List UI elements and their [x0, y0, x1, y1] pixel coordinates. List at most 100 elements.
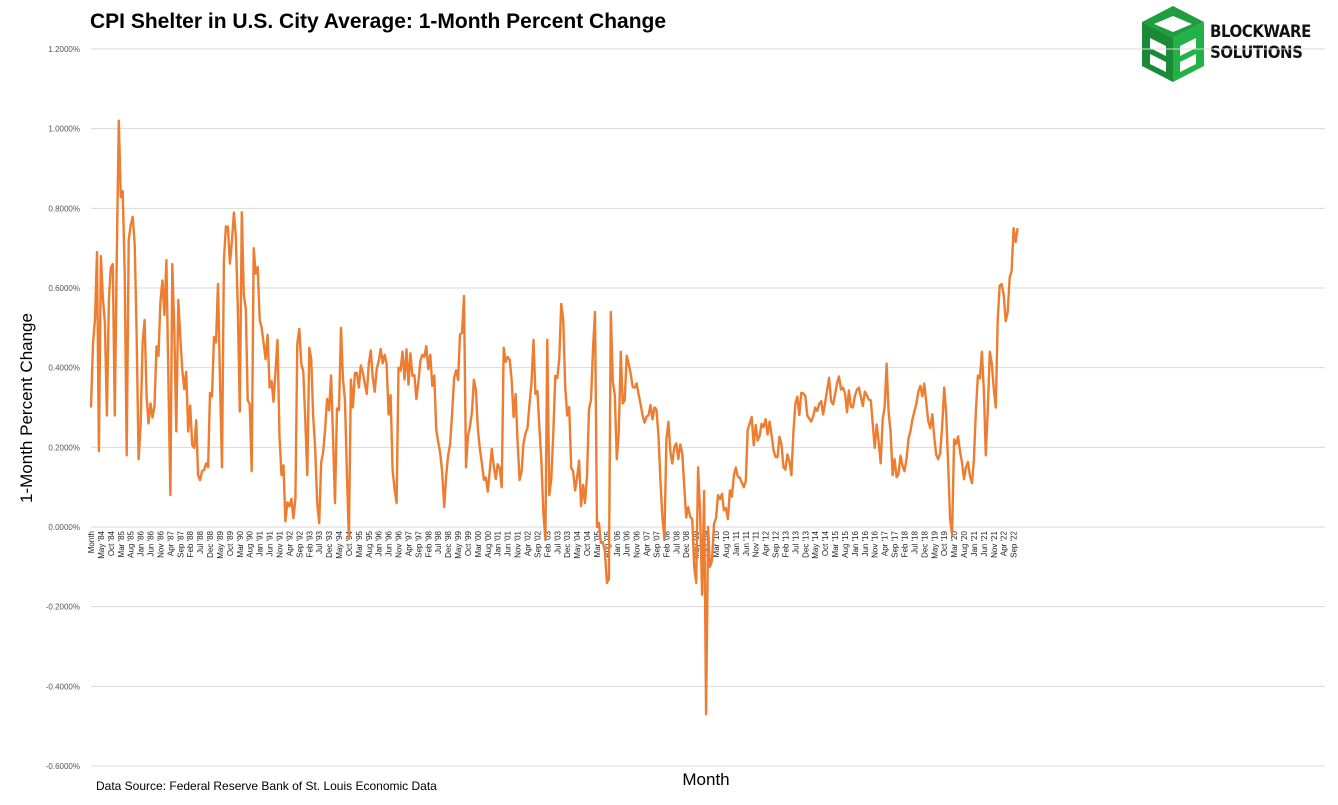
- x-tick-label: Nov '01: [514, 530, 523, 557]
- x-tick-label: Mar '95: [355, 530, 364, 557]
- x-tick-label: Jun '11: [742, 530, 751, 556]
- chart-title: CPI Shelter in U.S. City Average: 1-Mont…: [90, 10, 667, 33]
- x-tick-label: Mar '10: [712, 530, 721, 557]
- x-tick-label: Jun '86: [147, 530, 156, 556]
- x-tick-label: Jun '06: [623, 530, 632, 556]
- y-tick-label: 0.2000%: [48, 443, 80, 452]
- x-tick-label: Sep '92: [295, 530, 304, 557]
- x-tick-label: Apr '02: [524, 530, 533, 556]
- x-tick-label: Sep '22: [1010, 530, 1019, 557]
- x-tick-label: Feb '03: [543, 530, 552, 557]
- logo-text: BLOCKWARE SOLUTIONS: [1210, 22, 1311, 64]
- x-tick-label: Sep '97: [414, 530, 423, 557]
- x-tick-label: Jan '16: [851, 530, 860, 556]
- x-tick-label: Apr '87: [166, 530, 175, 556]
- logo-mark-icon: [1142, 6, 1204, 82]
- x-tick-label: Sep '02: [533, 530, 542, 557]
- x-tick-label: Aug '15: [841, 530, 850, 557]
- x-tick-label: Apr '17: [881, 530, 890, 556]
- y-tick-label: 0.4000%: [48, 364, 80, 373]
- x-tick-label: Nov '11: [752, 530, 761, 557]
- x-tick-label: Feb '13: [781, 530, 790, 557]
- x-tick-label: Jul '88: [196, 530, 205, 553]
- x-tick-label: Nov '06: [633, 530, 642, 557]
- x-tick-label: Jun '96: [385, 530, 394, 556]
- y-tick-label: 0.0000%: [48, 523, 80, 532]
- x-tick-label: Feb '08: [662, 530, 671, 557]
- x-tick-label: Oct '04: [583, 530, 592, 556]
- x-tick-label: Jan '21: [970, 530, 979, 556]
- x-tick-label: Apr '07: [643, 530, 652, 556]
- x-tick-label: Jun '91: [266, 530, 275, 556]
- x-tick-label: Feb '88: [186, 530, 195, 557]
- x-tick-label: Aug '00: [484, 530, 493, 557]
- x-tick-label: Apr '22: [1000, 530, 1009, 556]
- blockware-logo: BLOCKWARE SOLUTIONS: [1138, 4, 1318, 84]
- y-tick-label: 0.8000%: [48, 204, 80, 213]
- x-tick-label: Jul '13: [791, 530, 800, 553]
- x-tick-label: Nov '91: [276, 530, 285, 557]
- x-tick-label: Jun '16: [861, 530, 870, 556]
- x-tick-label: Oct '14: [821, 530, 830, 556]
- y-axis-label: 1-Month Percent Change: [17, 313, 36, 503]
- x-tick-label: Jan '06: [613, 530, 622, 556]
- x-tick-label: May '94: [335, 530, 344, 558]
- x-tick-label: Aug '05: [603, 530, 612, 557]
- x-tick-label: Jul '98: [434, 530, 443, 553]
- x-tick-label: Sep '17: [891, 530, 900, 557]
- x-tick-label: Nov '86: [156, 530, 165, 557]
- x-tick-label: May '99: [454, 530, 463, 558]
- x-tick-label: Month: [87, 531, 96, 553]
- x-tick-label: Jan '11: [732, 530, 741, 556]
- x-tick-label: Oct '99: [464, 530, 473, 556]
- x-tick-label: Dec '08: [682, 530, 691, 557]
- x-tick-label: Apr '12: [762, 530, 771, 556]
- x-tick-label: Dec '18: [920, 530, 929, 557]
- logo-line-1: BLOCKWARE: [1210, 22, 1311, 42]
- x-tick-label: Oct '89: [226, 530, 235, 556]
- x-tick-label: Oct '84: [107, 530, 116, 556]
- x-tick-label: Jan '86: [137, 530, 146, 556]
- x-tick-label: May '14: [811, 530, 820, 558]
- x-tick-label: Jun '01: [504, 530, 513, 556]
- x-tick-label: Dec '13: [801, 530, 810, 557]
- x-tick-label: May '89: [216, 530, 225, 558]
- x-tick-label: Jan '01: [494, 530, 503, 556]
- x-tick-label: Dec '88: [206, 530, 215, 557]
- y-tick-label: 1.2000%: [48, 45, 80, 54]
- x-tick-label: Jul '08: [672, 530, 681, 553]
- x-tick-label: Feb '18: [901, 530, 910, 557]
- x-tick-label: Nov '21: [990, 530, 999, 557]
- x-tick-label: Mar '85: [117, 530, 126, 557]
- x-tick-label: Nov '96: [395, 530, 404, 557]
- x-tick-label: Aug '95: [365, 530, 374, 557]
- y-tick-label: -0.6000%: [46, 762, 80, 771]
- x-tick-label: Dec '93: [325, 530, 334, 557]
- series-line: [89, 119, 1019, 716]
- y-tick-label: -0.4000%: [46, 682, 80, 691]
- x-tick-label: Apr '97: [405, 530, 414, 556]
- x-tick-label: Nov '16: [871, 530, 880, 557]
- data-source-note: Data Source: Federal Reserve Bank of St.…: [96, 779, 437, 793]
- x-tick-label: Jul '18: [910, 530, 919, 553]
- x-tick-label: Feb '98: [424, 530, 433, 557]
- x-tick-label: Jan '96: [375, 530, 384, 556]
- x-tick-label: Mar '05: [593, 530, 602, 557]
- x-tick-label: Oct '09: [702, 530, 711, 556]
- logo-line-2: SOLUTIONS: [1210, 43, 1303, 63]
- x-tick-label: Apr '92: [285, 530, 294, 556]
- x-tick-label: Dec '98: [444, 530, 453, 557]
- x-tick-label: Aug '10: [722, 530, 731, 557]
- x-tick-label: Sep '07: [653, 530, 662, 557]
- x-tick-label: May '04: [573, 530, 582, 558]
- x-tick-label: Mar '90: [236, 530, 245, 557]
- x-tick-label: Mar '20: [950, 530, 959, 557]
- x-axis-label: Month: [682, 770, 730, 789]
- y-tick-label: 0.6000%: [48, 284, 80, 293]
- x-tick-label: Feb '93: [305, 530, 314, 557]
- x-tick-label: Aug '85: [127, 530, 136, 557]
- y-tick-label: -0.2000%: [46, 603, 80, 612]
- x-tick-label: Sep '87: [176, 530, 185, 557]
- x-tick-label: Jun '21: [980, 530, 989, 556]
